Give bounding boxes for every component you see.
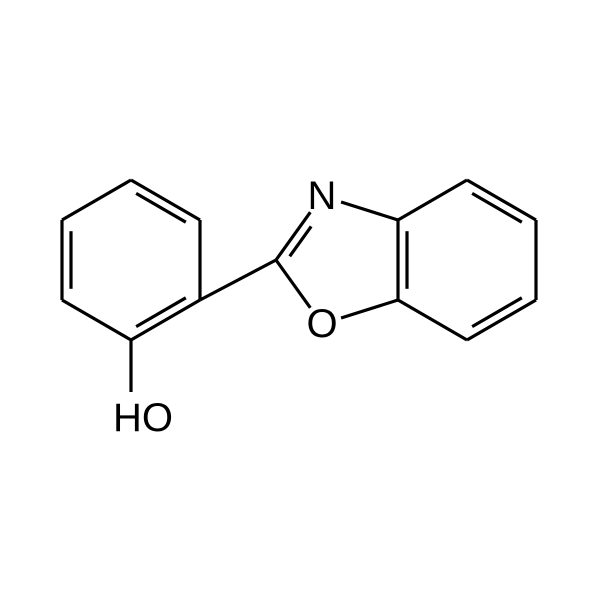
bond-n-c8: [341, 202, 398, 220]
bond-c2-c3: [62, 180, 131, 220]
bond-c5-c7: [200, 260, 276, 300]
bond-c3-c4: [131, 180, 200, 220]
bond-c7-n-inner: [290, 226, 311, 256]
bond-c5-c6: [131, 300, 200, 340]
molecule-diagram: N O HO: [0, 0, 600, 600]
bond-c8-c10: [398, 180, 467, 220]
bond-c10-c11: [467, 180, 536, 220]
bond-c6-c1: [62, 300, 131, 340]
atom-label-o: O: [306, 302, 337, 346]
atom-label-n: N: [308, 174, 337, 218]
bond-c12-c13: [467, 300, 536, 340]
atom-label-oh: HO: [113, 396, 173, 440]
bond-c7-o: [276, 260, 310, 308]
bond-c13-c9: [398, 300, 467, 340]
bond-o-c9: [341, 300, 398, 318]
